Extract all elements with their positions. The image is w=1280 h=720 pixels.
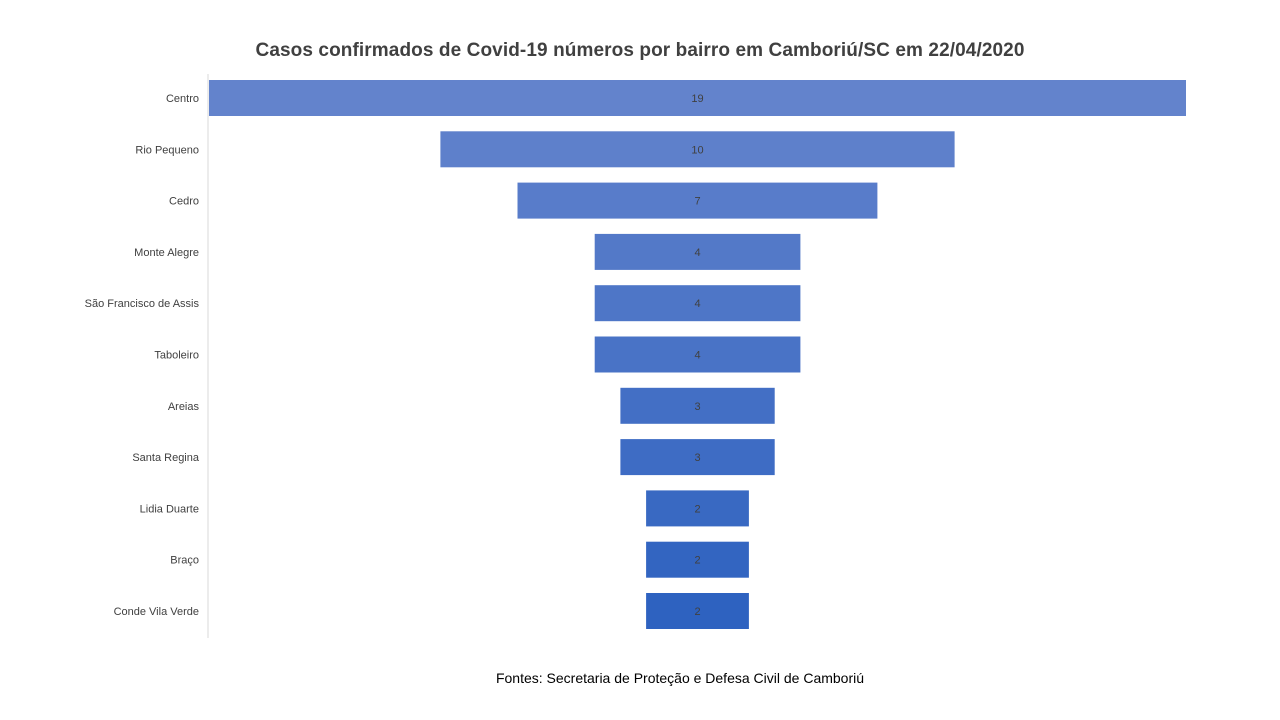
- category-label-5: Taboleiro: [154, 350, 199, 362]
- bar-value-label-3: 4: [694, 247, 700, 259]
- category-label-9: Braço: [170, 555, 199, 567]
- bars-layer: 19 Centro 10 Rio Pequeno 7 Cedro 4 Monte Alegre…: [85, 80, 1186, 629]
- bar-value-label-4: 4: [694, 298, 700, 310]
- bar-value-label-10: 2: [694, 606, 700, 618]
- bar-1: [440, 131, 955, 168]
- category-label-3: Monte Alegre: [134, 247, 199, 259]
- bar-8: [646, 490, 749, 527]
- bar-value-label-2: 7: [694, 196, 700, 208]
- bar-value-label-6: 3: [694, 401, 700, 413]
- bar-0: [209, 80, 1186, 116]
- category-label-0: Centro: [166, 93, 199, 105]
- bar-10: [646, 593, 749, 629]
- category-label-2: Cedro: [169, 196, 199, 208]
- bar-2: [517, 182, 878, 219]
- bar-4: [594, 285, 801, 322]
- bar-3: [594, 233, 801, 270]
- category-label-6: Areias: [168, 401, 200, 413]
- bar-6: [620, 387, 775, 424]
- bar-value-label-7: 3: [694, 452, 700, 464]
- bar-5: [594, 336, 801, 373]
- bar-9: [646, 541, 749, 578]
- category-label-8: Lidia Duarte: [140, 503, 199, 515]
- source-note: Fontes: Secretaria de Proteção e Defesa …: [495, 670, 865, 686]
- bar-value-label-1: 10: [691, 144, 703, 156]
- category-label-10: Conde Vila Verde: [114, 606, 199, 618]
- category-label-4: São Francisco de Assis: [85, 298, 200, 310]
- bar-value-label-9: 2: [694, 555, 700, 567]
- bar-value-label-8: 2: [694, 503, 700, 515]
- category-label-1: Rio Pequeno: [135, 144, 199, 156]
- bar-value-label-5: 4: [694, 350, 700, 362]
- bar-value-label-0: 19: [691, 93, 703, 105]
- category-label-7: Santa Regina: [132, 452, 200, 464]
- chart-title: Casos confirmados de Covid-19 números po…: [255, 40, 1025, 61]
- bar-7: [620, 439, 775, 476]
